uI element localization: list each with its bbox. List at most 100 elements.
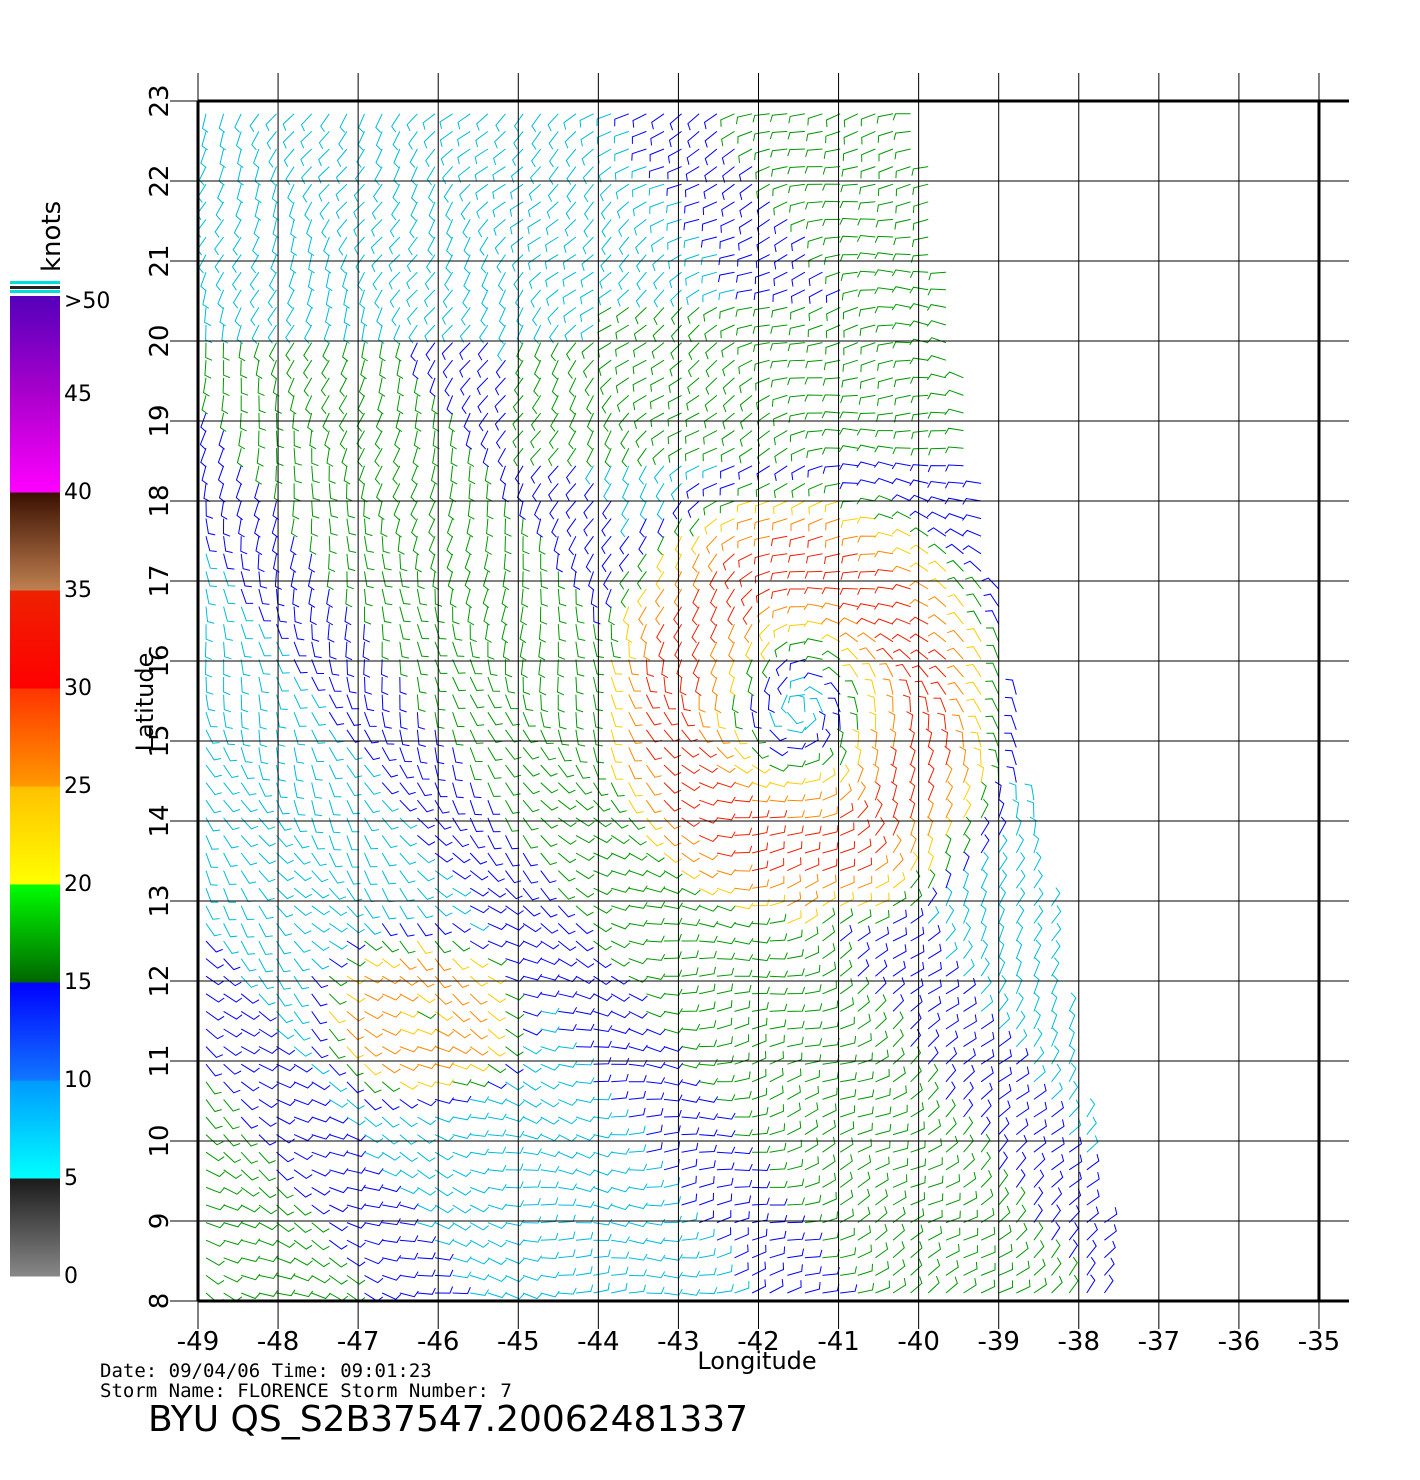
wind-barb (254, 184, 262, 204)
wind-barb (928, 649, 947, 660)
wind-barb (452, 694, 466, 709)
wind-barb (908, 781, 916, 801)
wind-barb (593, 676, 604, 694)
wind-barb (417, 1204, 437, 1212)
plot-area: -49 -48 -47 -46 -45 -44 -43 -42 -41 -40 -39 -38 -37-… (131, 73, 1349, 1375)
wind-barb (875, 1156, 890, 1171)
wind-barb (821, 650, 841, 660)
wind-barb (505, 659, 513, 678)
wind-barb (721, 130, 735, 147)
wind-barb (705, 342, 718, 360)
wind-barb (716, 1130, 736, 1138)
wind-barb (699, 1160, 716, 1171)
wind-barb (361, 324, 369, 344)
wind-barb (583, 219, 594, 238)
wind-barb (452, 1186, 472, 1196)
wind-barb (628, 1183, 648, 1191)
wind-barb (628, 975, 648, 983)
wind-barb (663, 1027, 684, 1034)
wind-barb (787, 623, 805, 633)
wind-barb (710, 588, 718, 609)
wind-barb (452, 835, 470, 848)
wind-barb (998, 1262, 1014, 1276)
wind-barb (804, 890, 819, 907)
wind-barb (963, 1152, 975, 1171)
wind-barb (840, 841, 856, 854)
wind-barb (265, 113, 277, 132)
wind-barb (356, 430, 365, 450)
wind-barb (346, 1184, 366, 1192)
wind-barb (804, 1069, 820, 1083)
wind-barb (925, 728, 933, 748)
wind-barb (980, 1151, 992, 1171)
wind-barb (540, 1197, 559, 1206)
wind-barb (205, 1239, 226, 1247)
wind-barb (1086, 1153, 1100, 1171)
wind-barb (540, 1271, 560, 1279)
wind-barb (293, 1290, 314, 1298)
wind-barb (610, 729, 623, 746)
wind-barb (393, 500, 401, 521)
wind-barb (540, 852, 557, 866)
wind-barb (469, 905, 490, 914)
wind-barb (895, 183, 911, 197)
wind-barb (681, 729, 698, 742)
wind-barb (610, 747, 623, 763)
wind-barb (786, 588, 805, 596)
wind-barb (892, 648, 911, 660)
legend-units-label: knots (37, 201, 67, 272)
wind-barb (399, 1235, 419, 1243)
wind-barb (545, 271, 559, 288)
wind-barb (734, 747, 751, 760)
wind-barb (271, 536, 279, 556)
wind-barb (878, 166, 894, 180)
wind-barb (840, 875, 855, 889)
wind-barb (505, 1146, 524, 1154)
wind-barb (557, 712, 567, 730)
wind-barb (567, 359, 577, 379)
wind-barb (416, 694, 426, 712)
wind-barb (449, 483, 457, 503)
wind-barb (617, 289, 630, 307)
wind-barb (487, 800, 501, 815)
wind-barb (699, 799, 719, 806)
wind-barb (998, 1012, 1011, 1030)
wind-barb (998, 1030, 1012, 1048)
wind-barb (875, 994, 887, 1012)
wind-barb (442, 166, 453, 185)
wind-barb (428, 183, 436, 204)
wind-barb (381, 1169, 402, 1177)
wind-barb (470, 1289, 490, 1296)
wind-barb (482, 588, 490, 609)
wind-barb (558, 1168, 578, 1175)
wind-barb (513, 447, 524, 467)
wind-barb (495, 359, 506, 379)
wind-barb (311, 958, 330, 970)
wind-barb (223, 641, 232, 660)
wind-barb (378, 500, 385, 521)
wind-barb (474, 148, 489, 165)
wind-barb (878, 148, 894, 162)
wind-barb (822, 183, 841, 191)
wind-barb (217, 289, 225, 309)
wind-barb (769, 894, 786, 907)
wind-barb (205, 1116, 223, 1129)
wind-barb (611, 1167, 631, 1174)
wind-barb (205, 729, 220, 744)
wind-barb (681, 919, 701, 927)
wind-barb (477, 342, 489, 361)
wind-barb (483, 606, 490, 626)
wind-barb (569, 395, 577, 415)
wind-barb (797, 694, 806, 713)
wind-barb (498, 289, 506, 309)
wind-barb (258, 870, 276, 883)
wind-barb (804, 1102, 819, 1118)
wind-barb (751, 1051, 767, 1065)
wind-barb (425, 148, 436, 168)
wind-barb (469, 1063, 490, 1072)
wind-barb (753, 553, 770, 565)
wind-barb (253, 219, 260, 239)
wind-barb (745, 641, 753, 661)
wind-barb (505, 817, 520, 832)
wind-barb (635, 254, 647, 273)
